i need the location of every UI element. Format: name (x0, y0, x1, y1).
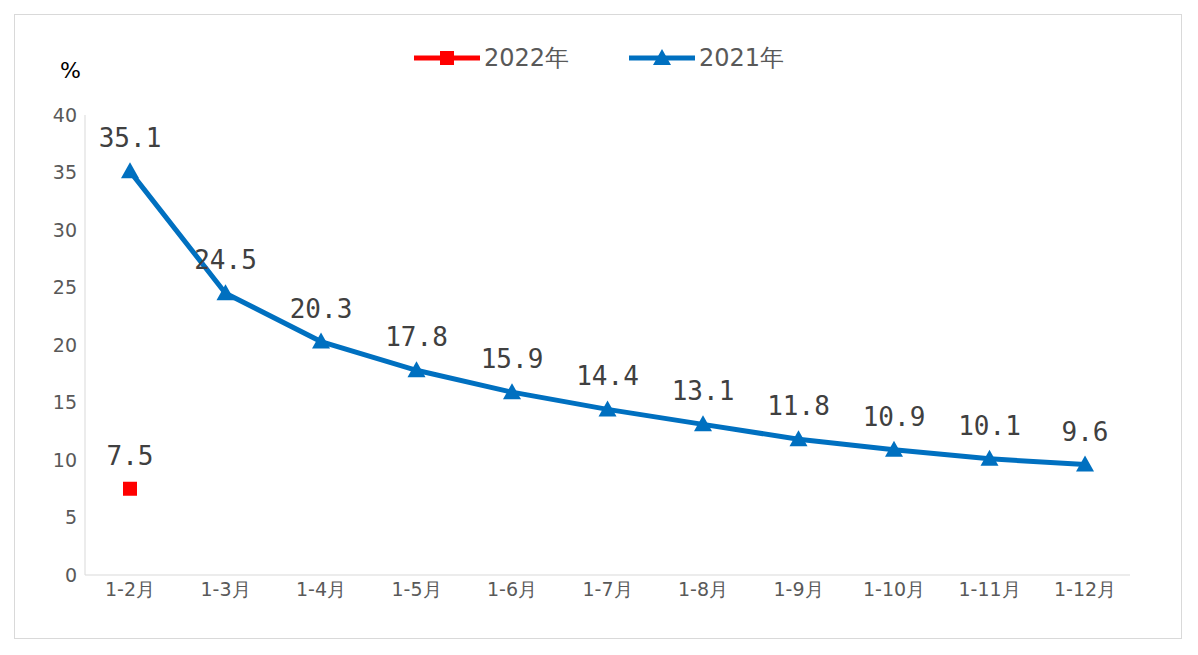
svg-text:15.9: 15.9 (481, 344, 544, 374)
svg-text:1-9月: 1-9月 (773, 578, 823, 600)
svg-text:1-12月: 1-12月 (1054, 578, 1116, 600)
svg-text:1-7月: 1-7月 (582, 578, 632, 600)
svg-text:10.9: 10.9 (863, 402, 926, 432)
svg-text:1-3月: 1-3月 (200, 578, 250, 600)
svg-text:10: 10 (53, 449, 77, 471)
svg-text:11.8: 11.8 (767, 391, 830, 421)
svg-text:1-6月: 1-6月 (487, 578, 537, 600)
svg-text:15: 15 (53, 391, 77, 413)
svg-text:14.4: 14.4 (576, 361, 639, 391)
html-text:2022年: 2022年 (483, 44, 569, 72)
svg-text:35.1: 35.1 (99, 123, 162, 153)
svg-text:10.1: 10.1 (958, 411, 1021, 441)
svg-text:13.1: 13.1 (672, 376, 735, 406)
svg-text:1-11月: 1-11月 (958, 578, 1020, 600)
svg-text:1-8月: 1-8月 (678, 578, 728, 600)
svg-text:1-4月: 1-4月 (296, 578, 346, 600)
svg-text:17.8: 17.8 (385, 322, 448, 352)
svg-text:35: 35 (53, 161, 77, 183)
svg-text:5: 5 (65, 506, 77, 528)
svg-text:25: 25 (53, 276, 77, 298)
svg-text:24.5: 24.5 (194, 245, 257, 275)
svg-text:7.5: 7.5 (107, 441, 154, 471)
svg-text:0: 0 (65, 564, 77, 586)
svg-text:1-10月: 1-10月 (863, 578, 925, 600)
svg-text:20.3: 20.3 (290, 294, 353, 324)
svg-text:9.6: 9.6 (1062, 417, 1109, 447)
svg-text:40: 40 (53, 104, 77, 126)
svg-text:20: 20 (53, 334, 77, 356)
svg-text:30: 30 (53, 219, 77, 241)
svg-text:1-5月: 1-5月 (391, 578, 441, 600)
html-text:2021年: 2021年 (699, 44, 785, 72)
svg-text:1-2月: 1-2月 (105, 578, 155, 600)
